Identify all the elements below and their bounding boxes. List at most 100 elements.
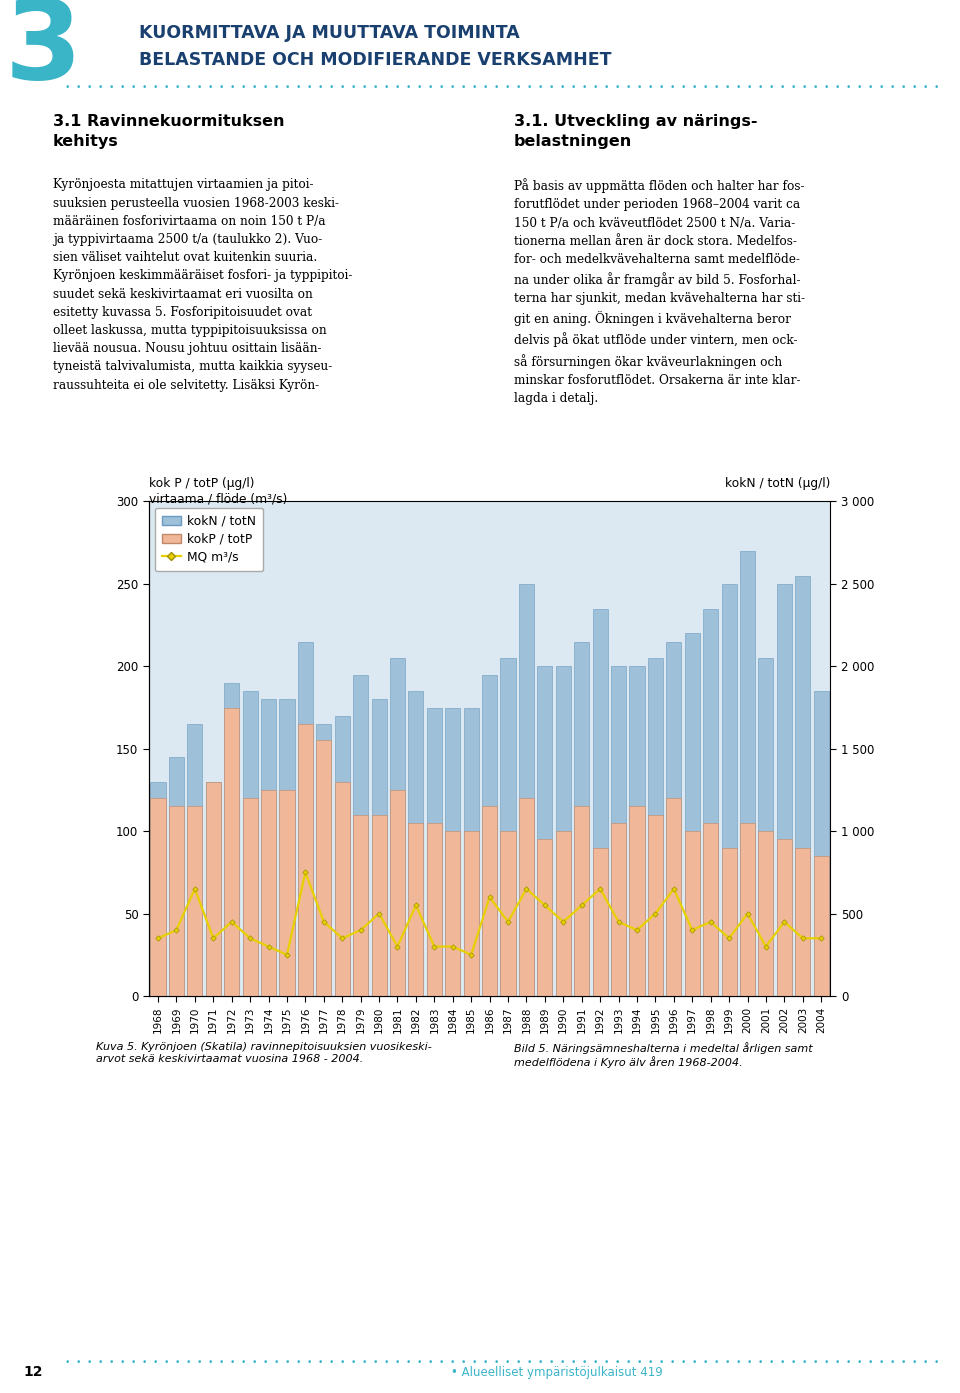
Bar bbox=[666, 642, 682, 996]
Bar bbox=[169, 756, 184, 996]
Text: •: • bbox=[417, 84, 421, 92]
Text: •: • bbox=[64, 1358, 70, 1367]
Text: •: • bbox=[582, 84, 587, 92]
Text: •: • bbox=[768, 1358, 774, 1367]
Text: •: • bbox=[780, 1358, 784, 1367]
Text: •: • bbox=[296, 84, 300, 92]
Bar bbox=[316, 741, 331, 996]
Bar bbox=[592, 847, 608, 996]
Bar bbox=[777, 584, 792, 996]
Text: •: • bbox=[207, 1358, 213, 1367]
Text: •: • bbox=[604, 1358, 609, 1367]
Text: 3: 3 bbox=[5, 0, 82, 102]
Text: •: • bbox=[350, 1358, 356, 1367]
Text: •: • bbox=[119, 84, 125, 92]
Bar bbox=[758, 657, 774, 996]
Text: •: • bbox=[681, 1358, 685, 1367]
Text: •: • bbox=[933, 84, 939, 92]
Bar bbox=[556, 666, 571, 996]
Text: •: • bbox=[405, 1358, 411, 1367]
Bar bbox=[740, 823, 756, 996]
Bar bbox=[574, 642, 589, 996]
Text: •: • bbox=[746, 1358, 752, 1367]
Text: •: • bbox=[296, 1358, 300, 1367]
Text: •: • bbox=[659, 84, 663, 92]
Text: •: • bbox=[252, 1358, 257, 1367]
Text: •: • bbox=[570, 1358, 576, 1367]
Text: •: • bbox=[328, 84, 334, 92]
Text: •: • bbox=[185, 1358, 191, 1367]
Bar bbox=[703, 609, 718, 996]
Text: •: • bbox=[493, 84, 499, 92]
Text: kok P / totP (µg/l): kok P / totP (µg/l) bbox=[149, 478, 254, 490]
Text: •: • bbox=[449, 84, 455, 92]
Bar bbox=[519, 798, 534, 996]
Text: •: • bbox=[131, 1358, 136, 1367]
Bar bbox=[316, 724, 331, 996]
Text: •: • bbox=[516, 84, 520, 92]
Text: •: • bbox=[483, 84, 488, 92]
Bar bbox=[464, 832, 479, 996]
Text: •: • bbox=[614, 1358, 620, 1367]
Bar bbox=[353, 674, 369, 996]
Text: •: • bbox=[383, 1358, 389, 1367]
Bar bbox=[556, 832, 571, 996]
Bar bbox=[464, 708, 479, 996]
Bar bbox=[814, 691, 828, 996]
Text: •: • bbox=[504, 84, 510, 92]
Text: •: • bbox=[900, 1358, 905, 1367]
Text: •: • bbox=[362, 84, 367, 92]
Text: •: • bbox=[64, 84, 70, 92]
Bar bbox=[666, 798, 682, 996]
Text: •: • bbox=[274, 84, 278, 92]
Text: •: • bbox=[153, 1358, 157, 1367]
Bar bbox=[795, 575, 810, 996]
Bar bbox=[482, 807, 497, 996]
Text: •: • bbox=[703, 84, 708, 92]
Text: •: • bbox=[383, 84, 389, 92]
Text: •: • bbox=[207, 84, 213, 92]
Text: •: • bbox=[229, 1358, 235, 1367]
Text: På basis av uppmätta flöden och halter har fos-
forutflödet under perioden 1968–: På basis av uppmätta flöden och halter h… bbox=[514, 178, 804, 405]
Text: •: • bbox=[163, 1358, 169, 1367]
Text: •: • bbox=[669, 1358, 675, 1367]
Text: •: • bbox=[141, 1358, 147, 1367]
Text: •: • bbox=[108, 84, 114, 92]
Bar bbox=[538, 840, 552, 996]
Text: •: • bbox=[516, 1358, 520, 1367]
Text: •: • bbox=[306, 84, 312, 92]
Text: •: • bbox=[560, 1358, 564, 1367]
Text: •: • bbox=[439, 84, 444, 92]
Text: • Alueelliset ympäristöjulkaisut 419: • Alueelliset ympäristöjulkaisut 419 bbox=[451, 1367, 662, 1379]
Text: virtaama / flöde (m³/s): virtaama / flöde (m³/s) bbox=[149, 493, 287, 506]
Text: •: • bbox=[933, 1358, 939, 1367]
Text: •: • bbox=[405, 84, 411, 92]
Text: •: • bbox=[197, 1358, 202, 1367]
Text: •: • bbox=[746, 84, 752, 92]
Text: •: • bbox=[757, 84, 763, 92]
Text: •: • bbox=[691, 1358, 697, 1367]
Bar bbox=[261, 699, 276, 996]
Text: •: • bbox=[262, 1358, 268, 1367]
Text: •: • bbox=[911, 1358, 917, 1367]
Text: •: • bbox=[526, 1358, 532, 1367]
Text: •: • bbox=[713, 84, 719, 92]
Bar bbox=[611, 823, 626, 996]
Bar bbox=[500, 657, 516, 996]
Text: •: • bbox=[834, 1358, 840, 1367]
Bar bbox=[298, 724, 313, 996]
Text: •: • bbox=[659, 1358, 663, 1367]
Text: •: • bbox=[306, 1358, 312, 1367]
Text: •: • bbox=[131, 84, 136, 92]
Text: •: • bbox=[725, 1358, 730, 1367]
Text: BELASTANDE OCH MODIFIERANDE VERKSAMHET: BELASTANDE OCH MODIFIERANDE VERKSAMHET bbox=[139, 52, 612, 68]
Text: •: • bbox=[197, 84, 202, 92]
Bar bbox=[445, 708, 460, 996]
Text: •: • bbox=[604, 84, 609, 92]
Text: •: • bbox=[878, 1358, 884, 1367]
Text: •: • bbox=[735, 84, 741, 92]
Text: •: • bbox=[86, 1358, 92, 1367]
Text: •: • bbox=[867, 84, 873, 92]
Text: •: • bbox=[812, 84, 818, 92]
Bar bbox=[445, 832, 460, 996]
